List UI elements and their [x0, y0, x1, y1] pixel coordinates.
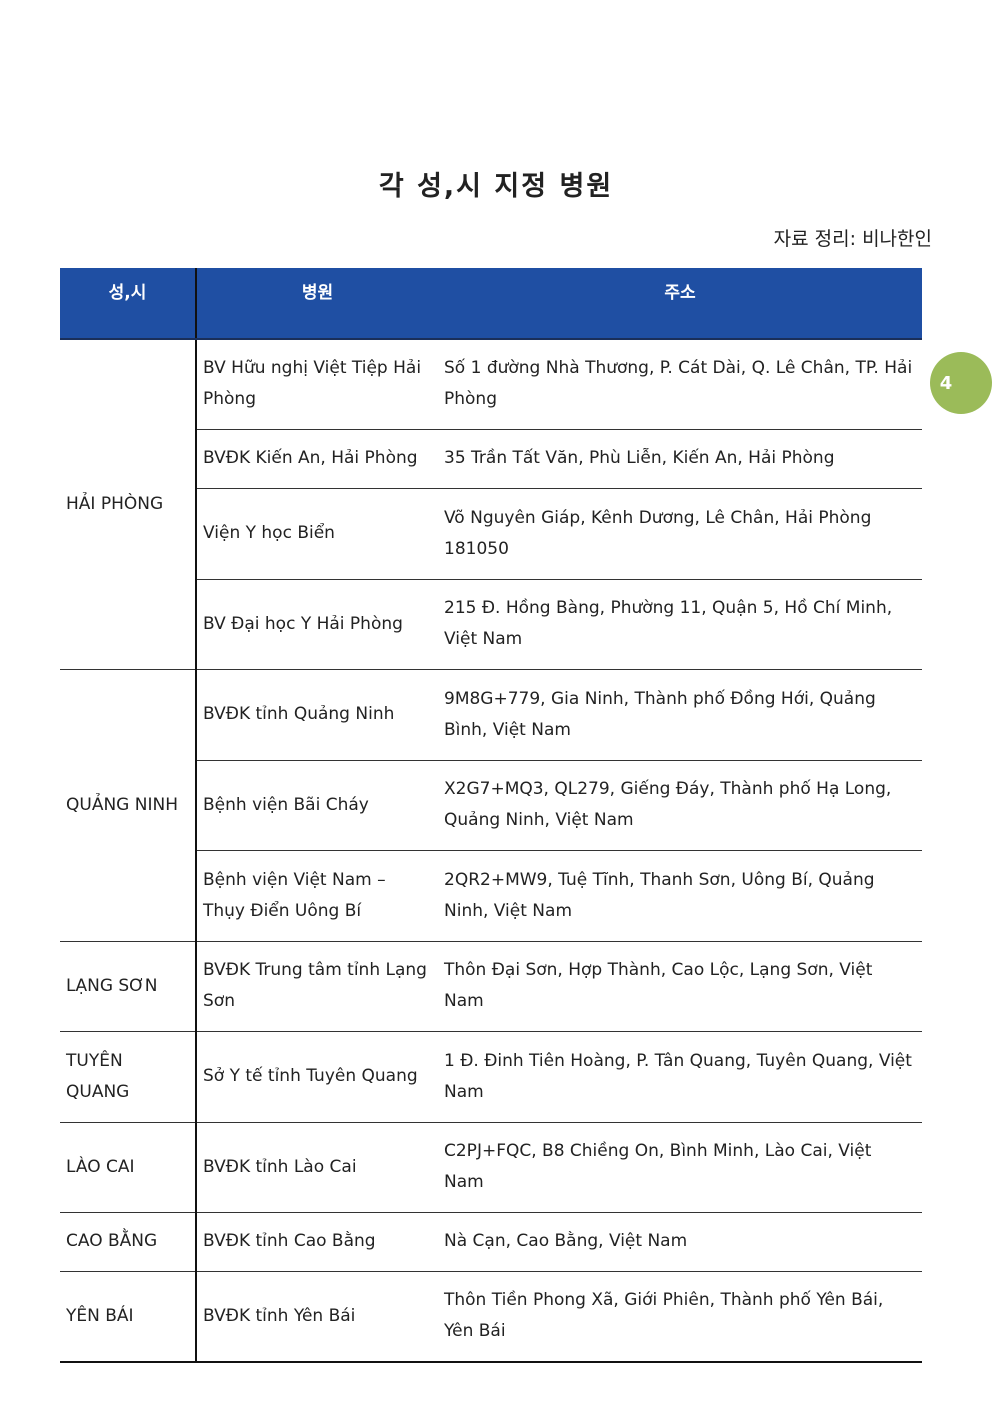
province-cell: HẢI PHÒNG: [60, 339, 197, 670]
table-row: Bệnh viện Việt Nam – Thụy Điển Uông Bí 2Q…: [60, 850, 922, 942]
table-header-row: 성,시 병원 주소: [60, 268, 922, 340]
table-row: QUẢNG NINH BVĐK tỉnh Quảng Ninh 9M8G+779, …: [60, 669, 922, 942]
hospital-cell: Bệnh viện Việt Nam – Thụy Điển Uông Bí: [196, 850, 438, 942]
address-cell: 9M8G+779, Gia Ninh, Thành phố Đồng Hới, …: [438, 669, 922, 761]
table-row: BVĐK Kiến An, Hải Phòng 35 Trần Tất Văn, …: [60, 429, 922, 489]
address-cell: Số 1 đường Nhà Thương, P. Cát Dài, Q. Lê…: [438, 339, 922, 430]
hospital-cell: BV Hữu nghị Việt Tiệp Hải Phòng: [196, 339, 438, 430]
hospital-cell: BVĐK tỉnh Lào Cai: [196, 1122, 438, 1213]
hospital-cell: Bệnh viện Bãi Cháy: [196, 760, 438, 851]
page-title: 각 성,시 지정 병원: [378, 171, 614, 202]
header-hospital: 병원: [196, 268, 438, 340]
province-cell: LÀO CAI: [60, 1122, 197, 1213]
address-cell: 2QR2+MW9, Tuệ Tĩnh, Thanh Sơn, Uông Bí, …: [438, 850, 922, 942]
hospital-cell: BVĐK tỉnh Quảng Ninh: [196, 669, 438, 761]
page-number-badge: 4: [930, 352, 992, 414]
table-row: YÊN BÁI BVĐK tỉnh Yên Bái Thôn Tiền Phong …: [60, 1271, 922, 1363]
province-cell: CAO BẰNG: [60, 1212, 197, 1272]
table-row: LÀO CAI BVĐK tỉnh Lào Cai C2PJ+FQC, B8 Chi…: [60, 1122, 922, 1213]
address-cell: Thôn Đại Sơn, Hợp Thành, Cao Lộc, Lạng S…: [438, 941, 922, 1032]
table-row: Bệnh viện Bãi Cháy X2G7+MQ3, QL279, Giếng…: [60, 760, 922, 851]
table-row: TUYÊN QUANG Sở Y tế tỉnh Tuyên Quang 1 Đ. …: [60, 1031, 922, 1123]
province-cell: LẠNG SƠN: [60, 941, 197, 1032]
table-row: BV Đại học Y Hải Phòng 215 Đ. Hồng Bàng, …: [60, 579, 922, 670]
table-row: Viện Y học Biển Võ Nguyên Giáp, Kênh Dươn…: [60, 488, 922, 580]
address-cell: Võ Nguyên Giáp, Kênh Dương, Lê Chân, Hải…: [438, 488, 922, 580]
hospital-cell: Viện Y học Biển: [196, 488, 438, 580]
address-cell: 1 Đ. Đinh Tiên Hoàng, P. Tân Quang, Tuyê…: [438, 1031, 922, 1123]
table-row: CAO BẰNG BVĐK tỉnh Cao Bằng Nà Cạn, Cao Bằ…: [60, 1212, 922, 1272]
province-cell: TUYÊN QUANG: [60, 1031, 197, 1123]
header-province: 성,시: [60, 268, 197, 340]
hospital-cell: BVĐK Trung tâm tỉnh Lạng Sơn: [196, 941, 438, 1032]
address-cell: 215 Đ. Hồng Bàng, Phường 11, Quận 5, Hồ …: [438, 579, 922, 670]
address-cell: X2G7+MQ3, QL279, Giếng Đáy, Thành phố Hạ…: [438, 760, 922, 851]
address-cell: Nà Cạn, Cao Bằng, Việt Nam: [438, 1212, 922, 1272]
address-cell: 35 Trần Tất Văn, Phù Liễn, Kiến An, Hải …: [438, 429, 922, 489]
hospital-cell: BVĐK tỉnh Yên Bái: [196, 1271, 438, 1363]
table-row: HẢI PHÒNG BV Hữu nghị Việt Tiệp Hải Phòng…: [60, 339, 922, 670]
province-cell: QUẢNG NINH: [60, 669, 197, 942]
hospital-table: 성,시 병원 주소 HẢI PHÒNG BV Hữu nghị Việt Tiệp…: [60, 268, 922, 1363]
hospital-cell: Sở Y tế tỉnh Tuyên Quang: [196, 1031, 438, 1123]
header-address: 주소: [438, 268, 922, 340]
address-cell: C2PJ+FQC, B8 Chiềng On, Bình Minh, Lào C…: [438, 1122, 922, 1213]
hospital-cell: BVĐK Kiến An, Hải Phòng: [196, 429, 438, 489]
province-cell: YÊN BÁI: [60, 1271, 197, 1363]
hospital-cell: BVĐK tỉnh Cao Bằng: [196, 1212, 438, 1272]
table-row: LẠNG SƠN BVĐK Trung tâm tỉnh Lạng Sơn Thôn…: [60, 941, 922, 1032]
hospital-cell: BV Đại học Y Hải Phòng: [196, 579, 438, 670]
address-cell: Thôn Tiền Phong Xã, Giới Phiên, Thành ph…: [438, 1271, 922, 1363]
source-note: 자료 정리: 비나한인: [773, 228, 932, 250]
